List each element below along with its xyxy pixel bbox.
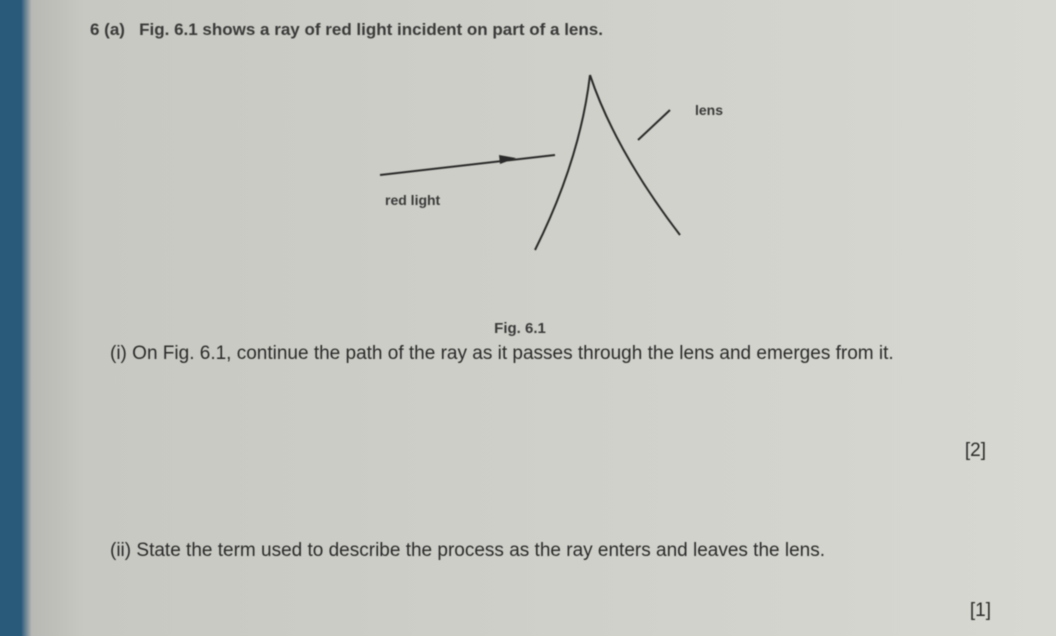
lens-label-tick xyxy=(638,110,670,140)
lens-right-arc xyxy=(590,75,680,235)
part-i-text: On Fig. 6.1, continue the path of the ra… xyxy=(132,343,893,364)
part-ii-label: (ii) xyxy=(110,540,131,561)
question-number: 6 (a) xyxy=(90,20,125,39)
part-i-label: (i) xyxy=(110,343,127,364)
ray-line xyxy=(380,155,555,175)
figure-caption: Fig. 6.1 xyxy=(300,320,740,337)
lens-diagram: red light lens xyxy=(300,60,800,270)
part-i: (i) On Fig. 6.1, continue the path of th… xyxy=(110,340,976,369)
exam-page: 6 (a) Fig. 6.1 shows a ray of red light … xyxy=(40,0,1036,636)
figure-6-1: red light lens Fig. 6.1 xyxy=(300,60,800,260)
part-ii-text: State the term used to describe the proc… xyxy=(136,540,825,561)
lens-label: lens xyxy=(695,102,723,118)
part-i-marks: [2] xyxy=(965,440,986,462)
question-intro: Fig. 6.1 shows a ray of red light incide… xyxy=(139,20,603,39)
part-ii-marks: [1] xyxy=(970,600,991,622)
lens-left-arc xyxy=(535,75,590,250)
ray-label: red light xyxy=(385,192,441,208)
question-header: 6 (a) Fig. 6.1 shows a ray of red light … xyxy=(90,20,603,40)
part-ii: (ii) State the term used to describe the… xyxy=(110,540,976,562)
